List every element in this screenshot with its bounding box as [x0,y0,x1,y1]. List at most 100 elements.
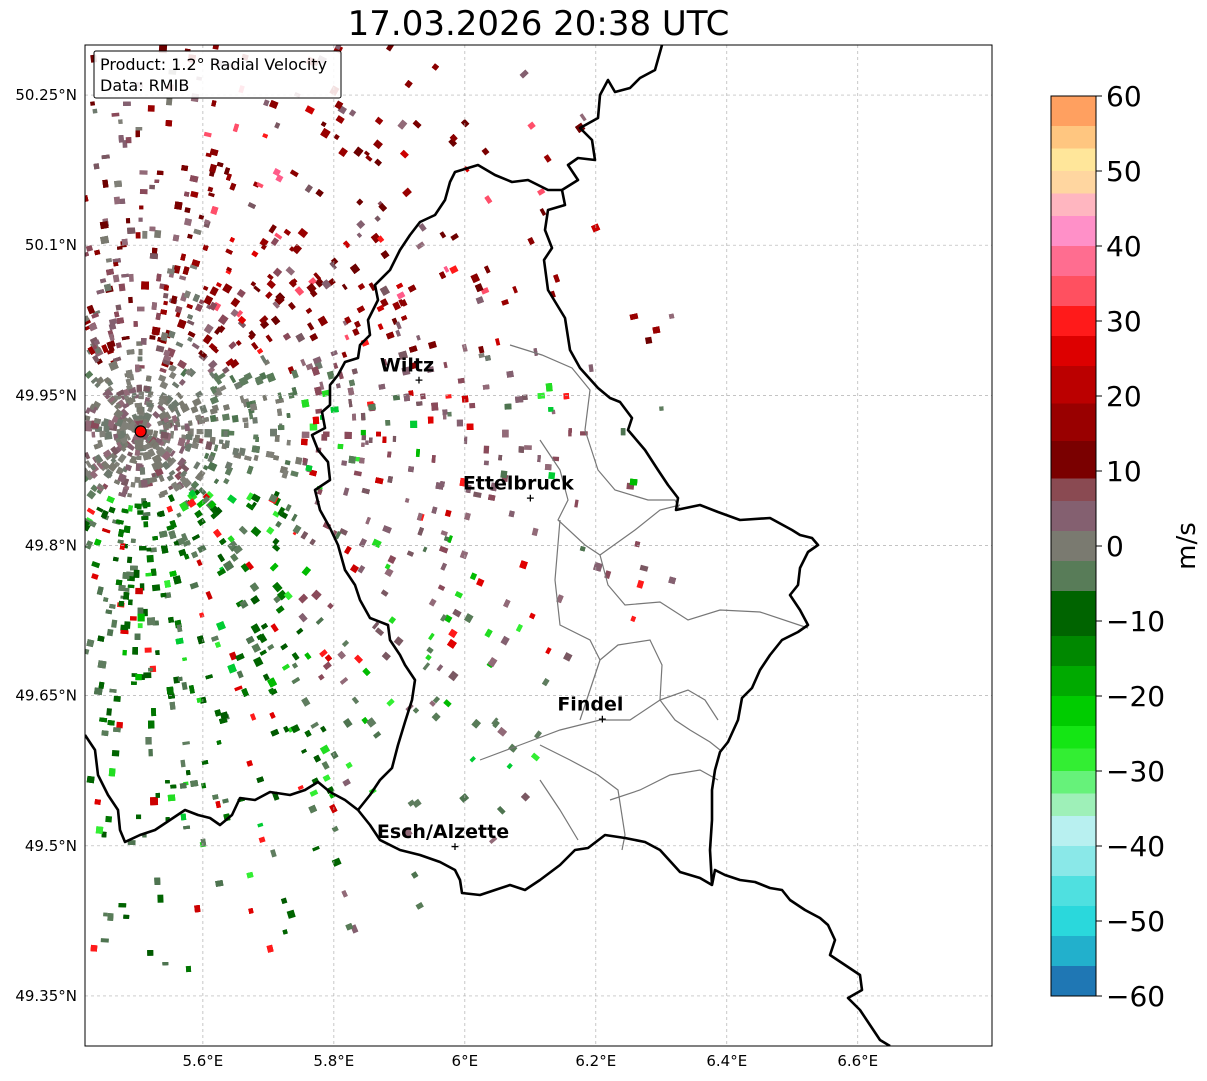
echo-cell [543,154,552,163]
echo-cell [202,496,210,504]
echo-cell [309,289,318,298]
echo-cell [185,434,193,441]
echo-cell [161,460,171,470]
echo-cell [357,564,366,574]
echo-cell [294,286,305,296]
echo-cell [123,101,131,107]
echo-cell [196,697,202,703]
echo-cell [126,384,133,390]
echo-cell [168,530,177,540]
echo-cell [374,116,384,125]
echo-cell [249,582,260,592]
echo-cell [218,314,229,325]
echo-cell [274,122,281,129]
echo-cell [212,794,219,800]
lon-tick-label: 5.6°E [182,1052,223,1070]
echo-cell [157,894,164,903]
echo-cell [188,489,197,498]
echo-cell [252,417,258,424]
echo-cell [324,654,333,662]
echo-cell [93,538,102,547]
echo-cell [147,950,154,956]
echo-cell [202,285,209,291]
echo-cell [524,445,532,451]
echo-cell [341,283,348,291]
echo-cell [384,563,391,570]
echo-cell [443,699,452,708]
echo-cell [120,624,129,632]
echo-cell [113,408,124,419]
echo-cell [341,639,350,648]
echo-cell [277,392,283,400]
echo-cell [103,431,113,440]
echo-cell [250,623,261,634]
echo-cell [223,430,228,437]
echo-cell [244,455,252,462]
echo-cell [351,368,358,375]
echo-cell [267,643,275,651]
echo-cell [459,477,468,487]
echo-cell [141,281,150,290]
echo-cell [150,441,159,450]
echo-cell [205,441,213,451]
echo-cell [544,463,552,471]
echo-cell [168,616,174,623]
echo-cell [339,527,348,536]
figure-title: 17.03.2026 20:38 UTC [347,4,730,44]
canton-boundaries [479,344,809,851]
echo-cell [90,376,99,384]
echo-cell [134,503,142,509]
echo-cell [442,409,448,415]
echo-cell [151,247,158,255]
echo-cell [396,282,404,290]
echo-cell [125,369,134,379]
echo-cell [291,386,298,396]
echo-cell [379,285,390,296]
echo-cell [401,366,411,376]
echo-cell [426,366,435,373]
echo-cell [217,553,225,563]
echo-cell [310,721,320,729]
echo-cell [463,436,468,445]
echo-cell [225,173,232,181]
echo-cell [301,566,311,576]
echo-cell [116,429,121,435]
echo-cell [483,445,490,454]
echo-cell [469,572,478,581]
map-panel: +Wiltz+Ettelbruck+Findel+Esch/Alzette Pr… [15,44,993,1070]
echo-cell [157,404,165,412]
echo-cell [439,545,449,554]
colorbar-tick-label: −30 [1106,755,1165,788]
echo-cell [343,487,350,496]
echo-cell [668,313,675,319]
echo-cell [148,748,153,757]
echo-cell [134,476,141,483]
echo-cell [160,431,169,439]
echo-cell [174,201,183,210]
echo-cell [370,232,382,244]
echo-cell [265,334,273,343]
echo-cell [177,676,183,682]
echo-cell [412,798,422,809]
echo-cell [268,224,277,234]
echo-cell [195,414,202,421]
echo-cell [374,158,382,167]
echo-cell [506,370,514,378]
echo-cell [108,768,116,777]
city-marker: + [450,840,459,853]
echo-cell [168,470,176,477]
echo-cell [380,250,390,260]
colorbar-swatch [1051,126,1096,149]
echo-cell [89,470,98,479]
echo-cell [125,423,135,432]
echo-cell [210,511,219,520]
colorbar-swatch [1051,366,1096,404]
echo-cell [276,408,283,417]
echo-cell [361,487,370,495]
echo-cell [108,360,119,371]
echo-cell [90,944,98,952]
echo-cell [253,285,261,293]
echo-cell [174,409,181,417]
echo-cell [432,696,440,704]
echo-cell [260,622,268,630]
